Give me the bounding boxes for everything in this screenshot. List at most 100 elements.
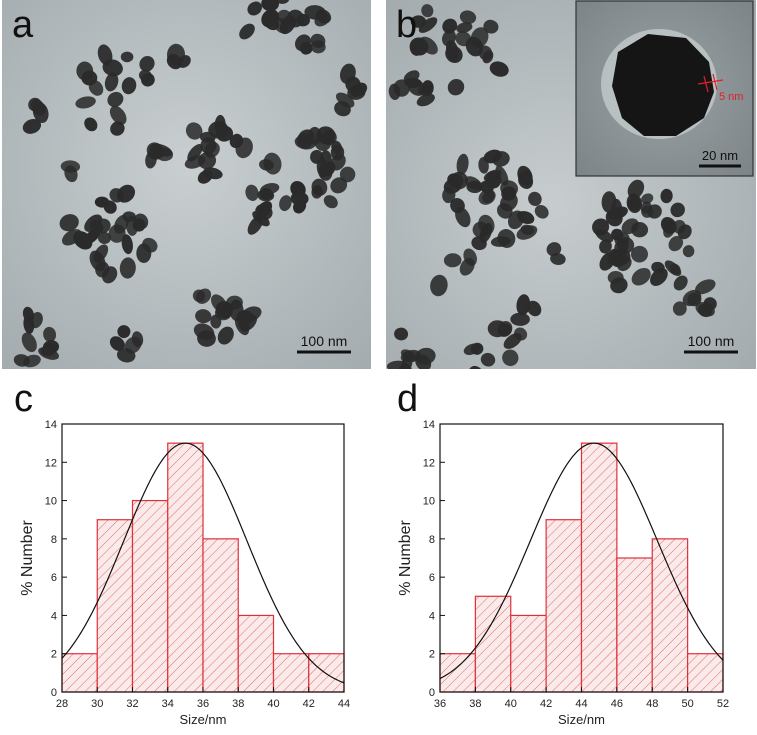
nanoparticle xyxy=(695,279,716,295)
nanoparticle xyxy=(257,189,275,202)
nanoparticle xyxy=(613,248,631,266)
nanoparticle xyxy=(334,101,351,117)
x-tick-label: 30 xyxy=(91,698,103,710)
nanoparticle xyxy=(682,289,702,307)
histogram-bar xyxy=(131,499,169,693)
nanoparticle xyxy=(103,200,117,214)
nanoparticle xyxy=(116,348,136,363)
nanoparticle xyxy=(415,347,436,365)
nanoparticle xyxy=(239,23,255,40)
histogram-bar xyxy=(167,442,204,693)
nanoparticle xyxy=(30,99,46,116)
nanoparticle xyxy=(599,239,612,254)
nanoparticle xyxy=(601,191,617,213)
histogram-bar xyxy=(61,653,98,693)
x-tick-label: 28 xyxy=(56,698,68,710)
nanoparticle xyxy=(304,5,326,20)
histogram-bar xyxy=(580,442,618,693)
nanoparticle xyxy=(185,122,203,140)
y-tick-label: 4 xyxy=(429,610,435,622)
nanoparticle xyxy=(497,321,513,337)
nanoparticle xyxy=(418,17,438,33)
nanoparticle xyxy=(443,253,462,268)
x-tick-label: 44 xyxy=(575,698,587,710)
nanoparticle xyxy=(497,203,513,219)
nanoparticle xyxy=(110,121,125,136)
tem-image-a-canvas: 100 nm xyxy=(2,0,371,369)
x-tick-label: 40 xyxy=(267,698,279,710)
nanoparticle xyxy=(682,245,695,258)
nanoparticle xyxy=(430,274,448,297)
nanoparticle xyxy=(455,206,471,228)
y-tick-label: 2 xyxy=(429,649,435,661)
nanoparticle xyxy=(614,232,630,247)
nanoparticle xyxy=(442,29,456,47)
x-tick-label: 42 xyxy=(303,698,315,710)
nanoparticle xyxy=(120,51,134,63)
nanoparticle xyxy=(339,166,356,183)
nanoparticle xyxy=(695,301,715,317)
nanoparticle xyxy=(121,77,137,95)
nanoparticle xyxy=(608,206,628,220)
nanoparticle xyxy=(311,178,328,196)
nanoparticle xyxy=(345,76,361,93)
gaussian-fit-curve xyxy=(61,442,345,684)
nanoparticle xyxy=(510,312,530,326)
nanoparticle xyxy=(507,210,525,230)
nanoparticle xyxy=(394,327,409,341)
nanoparticle xyxy=(442,18,458,34)
nanoparticle xyxy=(81,70,98,86)
y-tick-label: 0 xyxy=(429,687,435,699)
nanoparticle xyxy=(247,1,262,16)
nanoparticle xyxy=(482,50,494,64)
x-tick-label: 38 xyxy=(232,698,244,710)
y-tick-label: 10 xyxy=(423,496,435,508)
nanoparticle xyxy=(121,234,133,255)
nanoparticle xyxy=(663,220,676,238)
nanoparticles-a xyxy=(13,0,368,368)
nanoparticle xyxy=(119,257,136,279)
nanoparticle xyxy=(274,0,290,4)
nanoparticle xyxy=(479,222,493,243)
nanoparticle xyxy=(501,186,517,201)
nanoparticle xyxy=(418,83,433,96)
nanoparticle xyxy=(526,300,542,317)
histogram-bar xyxy=(616,557,653,693)
gaussian-fit-curve xyxy=(439,442,724,680)
y-tick-label: 4 xyxy=(51,610,57,622)
nanoparticle xyxy=(149,143,165,159)
nanoparticle xyxy=(455,31,472,47)
x-tick-label: 50 xyxy=(682,698,694,710)
nanoparticle xyxy=(13,354,30,367)
nanoparticle xyxy=(672,219,686,234)
nanoparticle xyxy=(109,336,125,351)
nanoparticle xyxy=(489,61,509,77)
nanoparticle xyxy=(323,195,338,209)
nanoparticle xyxy=(331,140,343,155)
nanoparticle xyxy=(502,349,519,367)
histogram-bar xyxy=(510,614,547,693)
nanoparticle xyxy=(295,34,311,52)
histogram-bar xyxy=(474,595,512,693)
nanoparticle xyxy=(102,59,123,77)
nanoparticle xyxy=(546,242,562,257)
y-axis-label: % Number xyxy=(19,520,36,596)
nanoparticle xyxy=(131,331,144,348)
x-axis-label: Size/nm xyxy=(558,712,605,727)
nanoparticle xyxy=(293,199,307,214)
y-tick-label: 6 xyxy=(429,572,435,584)
nanoparticle xyxy=(388,83,401,100)
tem-image-b-canvas: 100 nm 5 nm 20 nm xyxy=(386,0,756,369)
nanoparticle xyxy=(627,179,645,199)
panel-letter-d: d xyxy=(397,378,419,420)
nanoparticle xyxy=(89,250,106,272)
nanoparticle xyxy=(447,79,465,96)
core-shell-particle xyxy=(612,34,714,136)
nanoparticle xyxy=(84,117,98,132)
x-tick-label: 34 xyxy=(162,698,174,710)
tem-image-a: 100 nm xyxy=(2,0,371,369)
nanoparticle xyxy=(259,159,274,171)
nanoparticle xyxy=(247,215,264,235)
nanoparticle xyxy=(122,211,136,223)
